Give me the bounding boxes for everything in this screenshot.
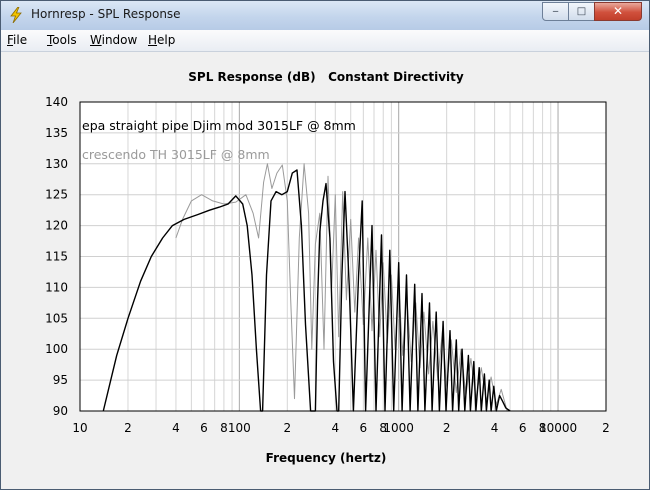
lightning-bolt-icon [10,7,22,23]
x-tick-label: 10 [72,421,87,435]
y-tick-label: 110 [45,280,68,294]
x-tick-label: 4 [331,421,339,435]
x-tick-label: 4 [491,421,499,435]
x-tick-label: 4 [172,421,180,435]
menu-window[interactable]: Window [90,33,138,47]
series-line-epa [102,169,511,412]
chart-panel: SPL Response (dB) Constant Directivity 9… [9,52,643,483]
plot-frame [79,101,607,412]
y-axis: 90 95 100 105 110 115 120 125 130 135 140 [45,95,68,418]
maximize-button[interactable]: □ [568,2,595,21]
y-tick-label: 105 [45,311,68,325]
x-tick-label: 2 [602,421,610,435]
series-layer [102,163,511,412]
x-tick-label: 6 [519,421,527,435]
annotation-epa: epa straight pipe Djim mod 3015LF @ 8mm [82,118,356,133]
y-tick-label: 140 [45,95,68,109]
window-title: Hornresp - SPL Response [31,7,181,21]
annotation-crescendo: crescendo TH 3015LF @ 8mm [82,147,270,162]
x-tick-label: 1000 [383,421,414,435]
menu-file[interactable]: File [7,33,28,47]
y-tick-label: 90 [53,404,68,418]
y-tick-label: 115 [45,250,68,264]
x-tick-label: 2 [124,421,132,435]
y-tick-label: 120 [45,219,68,233]
x-tick-label: 100 [228,421,251,435]
menu-help[interactable]: Help [148,33,176,47]
y-tick-label: 135 [45,126,68,140]
x-tick-label: 2 [443,421,451,435]
series-line-crescendo [175,163,508,412]
x-axis-label: Frequency (hertz) [266,451,387,465]
menu-bar: File Tools Window Help [1,30,649,52]
y-tick-label: 130 [45,157,68,171]
y-tick-label: 100 [45,342,68,356]
x-tick-label: 6 [200,421,208,435]
x-tick-label: 2 [283,421,291,435]
y-tick-label: 125 [45,188,68,202]
spl-response-chart: SPL Response (dB) Constant Directivity 9… [45,70,610,465]
chart-title: SPL Response (dB) Constant Directivity [188,70,464,84]
close-button[interactable]: ✕ [594,2,642,21]
title-bar[interactable]: Hornresp - SPL Response ‒ □ ✕ [1,1,649,31]
x-tick-label: 10000 [539,421,577,435]
x-tick-label: 8 [539,421,547,435]
x-tick-label: 6 [360,421,368,435]
minimize-button[interactable]: ‒ [542,2,569,21]
x-tick-label: 8 [220,421,228,435]
y-tick-label: 95 [53,373,68,387]
x-tick-label: 8 [379,421,387,435]
menu-tools[interactable]: Tools [47,33,77,47]
